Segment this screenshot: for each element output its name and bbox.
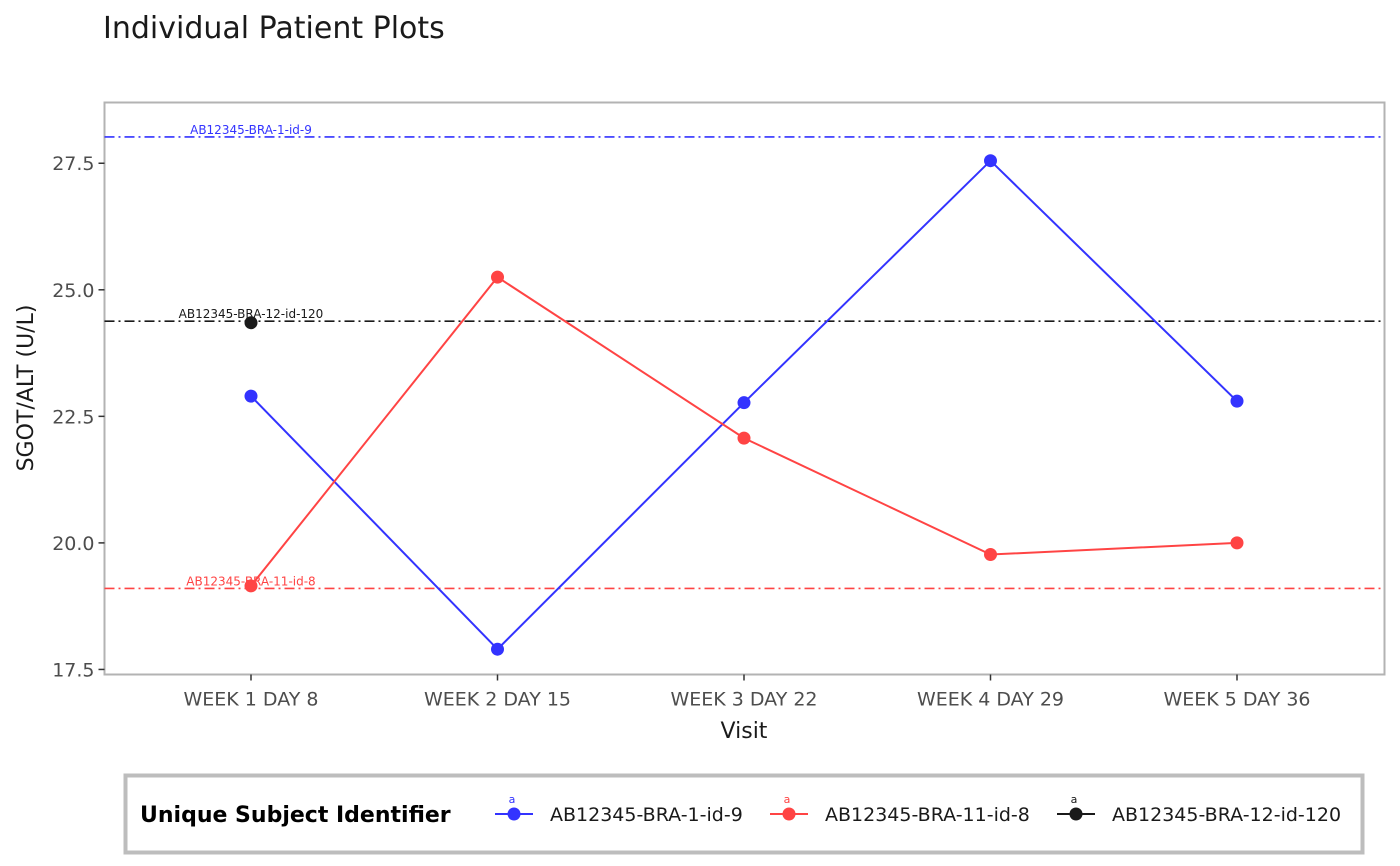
data-point — [737, 431, 751, 445]
y-axis: 17.5 20.0 22.5 25.0 27.5 — [52, 153, 105, 681]
y-tick-label: 17.5 — [52, 659, 94, 681]
data-point — [984, 154, 997, 168]
y-tick-label: 27.5 — [52, 153, 94, 175]
legend: Unique Subject Identifier a AB12345-BRA-1… — [123, 773, 1365, 855]
y-tick-label: 25.0 — [52, 280, 94, 302]
y-tick-label: 20.0 — [52, 533, 94, 555]
data-point — [244, 316, 258, 330]
x-axis-title: Visit — [721, 719, 768, 744]
data-point — [1230, 536, 1244, 550]
x-tick-label: WEEK 1 DAY 8 — [184, 689, 319, 711]
data-point — [244, 389, 258, 403]
data-point — [244, 579, 258, 593]
y-tick-label: 22.5 — [52, 406, 94, 428]
x-axis: WEEK 1 DAY 8 WEEK 2 DAY 15 WEEK 3 DAY 22 WE… — [184, 674, 1311, 711]
data-point — [984, 548, 997, 562]
legend-key-letter: a — [509, 793, 516, 806]
legend-key-point — [782, 807, 796, 821]
legend-entry-label: AB12345-BRA-1-id-9 — [550, 804, 743, 826]
data-point — [491, 270, 504, 284]
legend-key-point — [1069, 807, 1083, 821]
reference-line-label: AB12345-BRA-12-id-120 — [179, 307, 324, 321]
legend-entry-label: AB12345-BRA-11-id-8 — [825, 804, 1030, 826]
legend-key-letter: a — [1071, 793, 1078, 806]
series-points — [244, 154, 1244, 656]
x-tick-label: WEEK 4 DAY 29 — [917, 689, 1064, 711]
legend-items: a AB12345-BRA-1-id-9 a AB12345-BRA-11-id-8 a… — [495, 793, 1341, 826]
legend-key-point — [507, 807, 521, 821]
y-axis-title: SGOT/ALT (U/L) — [14, 305, 39, 472]
plot-panel — [103, 101, 1386, 676]
reference-line-label: AB12345-BRA-1-id-9 — [190, 123, 312, 137]
x-tick-label: WEEK 3 DAY 22 — [670, 689, 817, 711]
data-point — [737, 396, 751, 410]
x-tick-label: WEEK 5 DAY 36 — [1163, 689, 1310, 711]
legend-box — [123, 773, 1365, 855]
legend-entry-label: AB12345-BRA-12-id-120 — [1112, 804, 1341, 826]
data-point — [1230, 394, 1244, 408]
chart-title: Individual Patient Plots — [103, 11, 445, 46]
data-point — [491, 642, 504, 656]
x-tick-label: WEEK 2 DAY 15 — [424, 689, 571, 711]
legend-title: Unique Subject Identifier — [140, 803, 451, 828]
legend-key-letter: a — [784, 793, 791, 806]
